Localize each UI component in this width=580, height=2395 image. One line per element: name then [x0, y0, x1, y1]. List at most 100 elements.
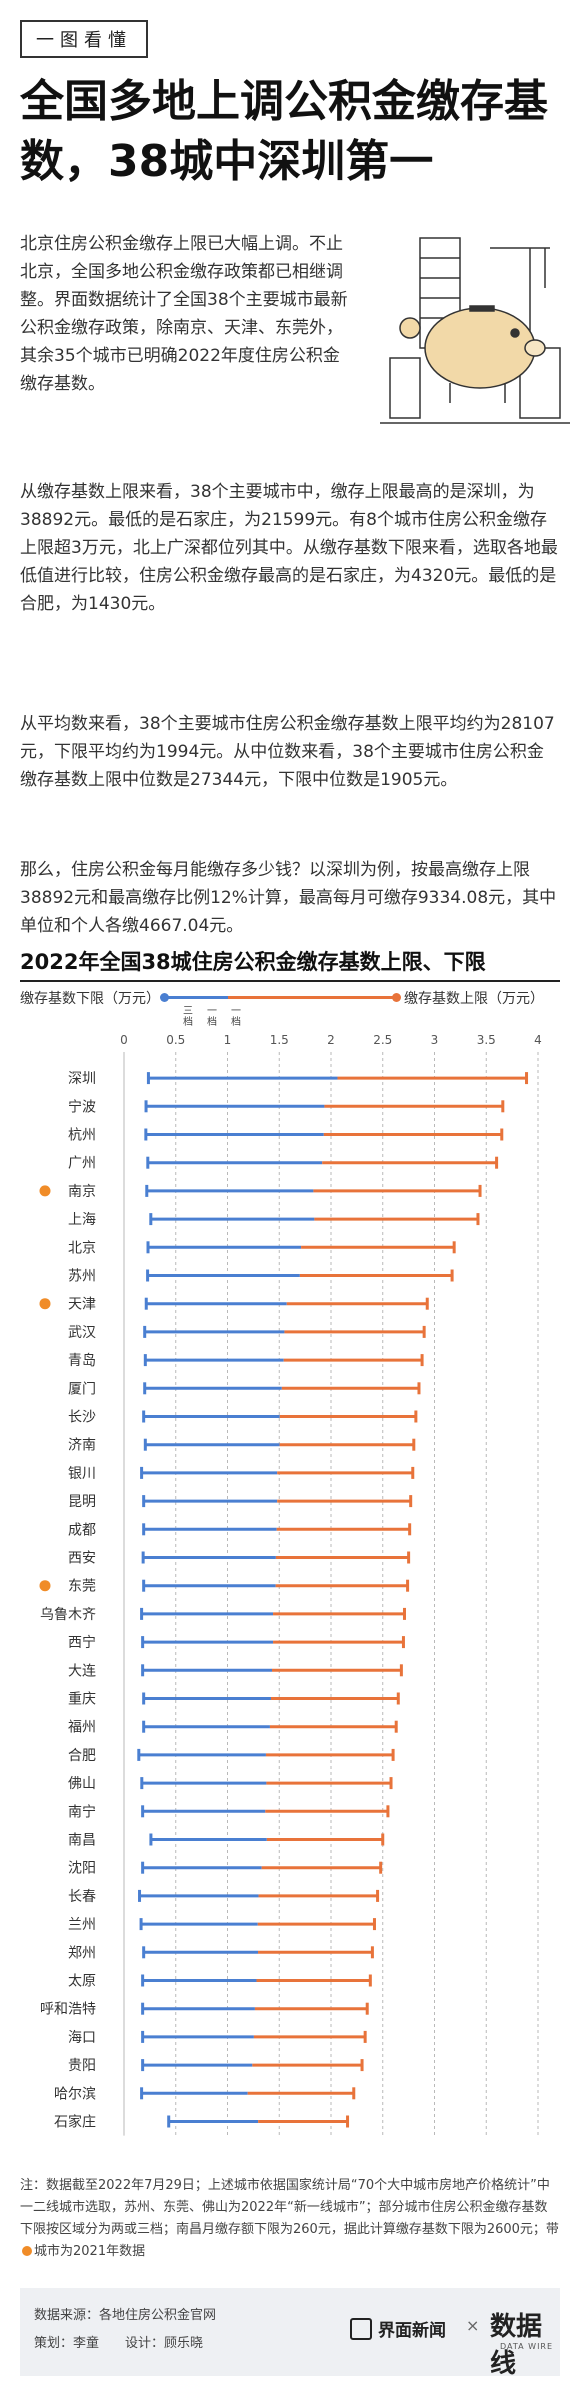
- category-label: 西宁: [68, 1634, 96, 1651]
- bar-high-cap: [396, 1692, 400, 1705]
- category-label: 西安: [68, 1551, 96, 1567]
- category-label: 呼和浩特: [40, 2002, 96, 2018]
- bar-high-cap: [372, 1918, 376, 1931]
- bar-high-cap: [381, 1833, 385, 1846]
- marker-icon: [39, 1580, 51, 1592]
- bar-low-cap: [146, 1269, 150, 1282]
- bar-high-cap: [363, 2030, 367, 2043]
- bar-low-cap: [146, 1156, 150, 1169]
- bar-low-cap: [140, 1607, 144, 1620]
- bar-high-cap: [360, 2059, 364, 2072]
- category-label: 大连: [68, 1663, 96, 1679]
- bar-high-cap: [452, 1241, 456, 1254]
- bar-high-cap: [412, 1438, 416, 1451]
- bar-low-cap: [143, 1354, 147, 1367]
- bar-low-cap: [140, 1777, 144, 1790]
- x-tick-label: 4: [534, 1033, 542, 1047]
- category-label: 南宁: [68, 1803, 96, 1820]
- bar-high-cap: [352, 2087, 356, 2100]
- legend-tier-note-a: 三档: [183, 1006, 193, 1028]
- bar-high-cap: [450, 1269, 454, 1282]
- bar-low-cap: [143, 1382, 147, 1395]
- category-label: 济南: [68, 1438, 96, 1454]
- bar-high-cap: [370, 1946, 374, 1959]
- x-tick-label: 0.5: [166, 1033, 185, 1047]
- category-label: 武汉: [68, 1325, 96, 1341]
- category-label: 乌鲁木齐: [40, 1607, 96, 1623]
- bar-high-cap: [478, 1184, 482, 1197]
- x-tick-label: 2.5: [373, 1033, 392, 1047]
- category-label: 东莞: [68, 1579, 96, 1595]
- bar-low-cap: [142, 1523, 146, 1536]
- bar-low-cap: [141, 1664, 145, 1677]
- category-label: 广州: [68, 1156, 96, 1172]
- legend-high-dot: [392, 993, 401, 1002]
- x-tick-label: 0: [120, 1033, 128, 1047]
- bar-low-cap: [146, 1241, 150, 1254]
- category-label: 合肥: [68, 1748, 96, 1764]
- bar-low-cap: [143, 1438, 147, 1451]
- bar-low-cap: [149, 1833, 153, 1846]
- category-label: 重庆: [68, 1692, 96, 1708]
- bar-low-cap: [145, 1184, 149, 1197]
- datawire-logo-sub: DATA WIRE: [500, 2342, 554, 2351]
- category-label: 苏州: [68, 1269, 96, 1285]
- category-label: 银川: [68, 1466, 96, 1482]
- section-tag: 一图看懂: [20, 20, 148, 58]
- bar-low-cap: [142, 1579, 146, 1592]
- category-label: 海口: [68, 2030, 96, 2046]
- category-label: 佛山: [68, 1776, 96, 1792]
- bar-high-cap: [368, 1974, 372, 1987]
- bar-high-cap: [417, 1382, 421, 1395]
- bar-high-cap: [422, 1325, 426, 1338]
- category-label: 石家庄: [54, 2114, 96, 2131]
- bar-low-cap: [144, 1100, 148, 1113]
- bar-low-cap: [142, 1720, 146, 1733]
- bar-high-cap: [420, 1354, 424, 1367]
- bar-low-cap: [140, 1466, 144, 1479]
- category-label: 深圳: [68, 1071, 96, 1087]
- category-label: 厦门: [68, 1381, 96, 1397]
- bar-high-cap: [407, 1551, 411, 1564]
- chart-title-rule: [20, 980, 560, 982]
- collab-times: ×: [466, 2316, 480, 2335]
- bar-high-cap: [376, 1889, 380, 1902]
- legend-tier-note-c: 一档: [231, 1006, 241, 1028]
- bar-high-cap: [409, 1495, 413, 1508]
- bar-low-cap: [141, 2059, 145, 2072]
- bar-high-cap: [476, 1213, 480, 1226]
- chart-title: 2022年全国38城住房公积金缴存基数上限、下限: [20, 950, 486, 974]
- bar-low-cap: [139, 1918, 143, 1931]
- bar-low-cap: [167, 2115, 171, 2128]
- category-label: 北京: [68, 1240, 96, 1256]
- bar-high-cap: [411, 1466, 415, 1479]
- bar-low-cap: [142, 1946, 146, 1959]
- bar-low-cap: [138, 1889, 142, 1902]
- category-label: 郑州: [68, 1945, 96, 1961]
- bar-high-cap: [399, 1664, 403, 1677]
- bar-low-cap: [141, 1636, 145, 1649]
- category-label: 成都: [68, 1522, 96, 1538]
- x-tick-label: 1.5: [270, 1033, 289, 1047]
- marker-icon: [39, 1298, 51, 1310]
- jiemian-logo-icon: [350, 2318, 372, 2340]
- category-label: 杭州: [68, 1128, 96, 1144]
- credits: 策划：李童 设计：顾乐晓: [34, 2336, 204, 2351]
- bar-high-cap: [408, 1523, 412, 1536]
- bar-low-cap: [141, 1974, 145, 1987]
- category-label: 上海: [68, 1212, 96, 1228]
- jiemian-logo: 界面新闻: [350, 2316, 446, 2341]
- category-label: 福州: [68, 1720, 96, 1736]
- bar-low-cap: [140, 2087, 144, 2100]
- bar-high-cap: [406, 1579, 410, 1592]
- x-tick-label: 3.5: [477, 1033, 496, 1047]
- bar-high-cap: [425, 1297, 429, 1310]
- bar-low-cap: [141, 1551, 145, 1564]
- legend-low-label: 缴存基数下限（万元）: [20, 991, 160, 1007]
- bar-low-cap: [144, 1297, 148, 1310]
- bar-high-cap: [379, 1861, 383, 1874]
- average-paragraph: 从平均数来看，38个主要城市住房公积金缴存基数上限平均约为28107元，下限平均…: [20, 714, 555, 790]
- legend-low-dot: [160, 993, 169, 1002]
- x-tick-label: 3: [431, 1033, 439, 1047]
- category-label: 昆明: [68, 1494, 96, 1510]
